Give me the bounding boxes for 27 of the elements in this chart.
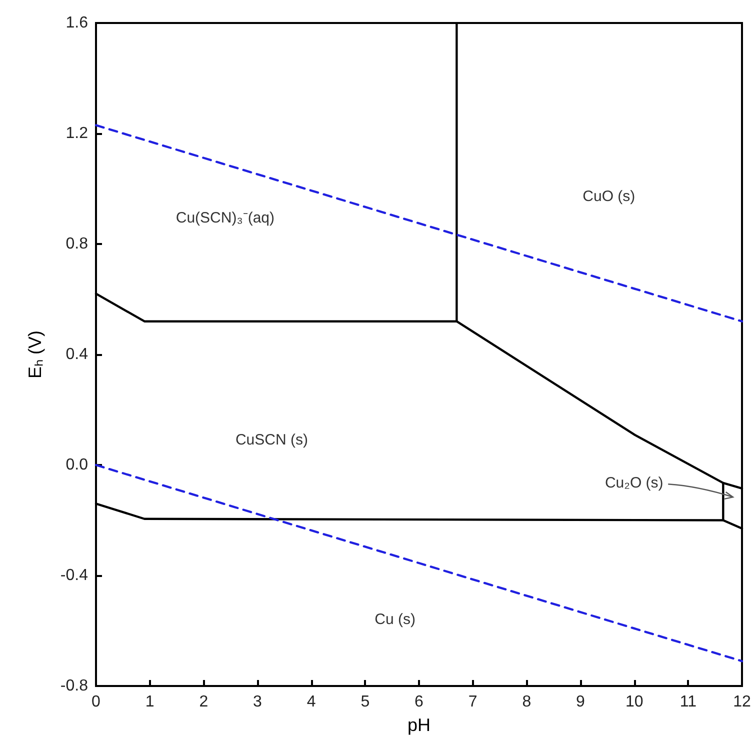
- x-tick-label: 3: [253, 694, 262, 710]
- x-tick-label: 11: [680, 694, 697, 710]
- x-tick-label: 5: [360, 694, 370, 710]
- x-tick-label: 2: [199, 694, 208, 710]
- annotation: Cu₂O (s): [604, 474, 664, 492]
- x-tick-label: 9: [576, 694, 586, 710]
- annotation: Cu(SCN)₃⁻(aq): [176, 209, 275, 226]
- x-tick-label: 8: [522, 694, 532, 710]
- x-tick-label: 12: [733, 694, 751, 710]
- x-tick-label: 6: [414, 694, 424, 710]
- x-axis-title: pH: [407, 715, 431, 735]
- annotation: CuSCN (s): [235, 432, 308, 449]
- annotation: CuO (s): [582, 188, 636, 206]
- x-tick-label: 7: [468, 694, 478, 710]
- y-tick-label: 0.8: [66, 236, 88, 252]
- y-axis-title: Eₕ (V): [25, 330, 45, 379]
- y-tick-label: 0.0: [66, 456, 88, 474]
- y-tick-label: -0.4: [60, 567, 88, 584]
- annotation: Cu (s): [374, 611, 416, 628]
- x-tick-label: 0: [92, 694, 101, 710]
- y-tick-label: -0.8: [60, 678, 88, 694]
- y-tick-label: 1.2: [66, 125, 88, 142]
- x-tick-label: 4: [306, 694, 316, 710]
- x-tick-label: 1: [145, 694, 154, 710]
- x-tick-label: 10: [625, 694, 644, 710]
- y-tick-label: 1.6: [66, 14, 88, 32]
- y-tick-label: 0.4: [66, 346, 88, 363]
